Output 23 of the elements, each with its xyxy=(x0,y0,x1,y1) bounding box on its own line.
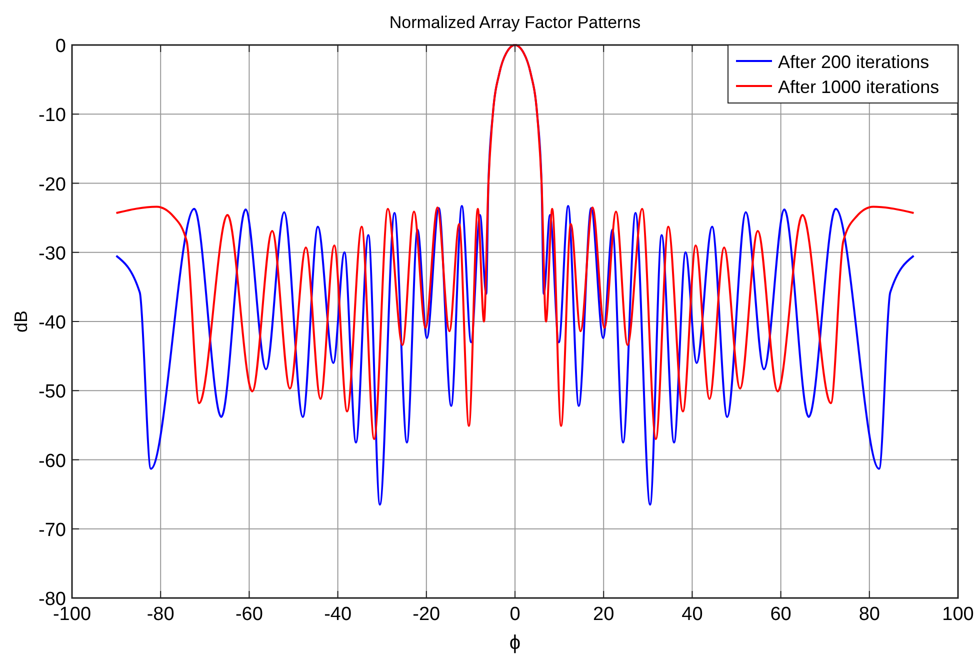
x-tick-label: 80 xyxy=(858,604,880,625)
y-tick-label: -60 xyxy=(38,450,66,472)
x-tick-label: 0 xyxy=(510,604,520,625)
chart-title: Normalized Array Factor Patterns xyxy=(389,13,641,32)
y-tick-label: -40 xyxy=(38,312,66,334)
x-tick-label: 20 xyxy=(593,604,614,625)
y-tick-label: -30 xyxy=(38,243,66,264)
y-axis-title: dB xyxy=(11,310,31,333)
x-tick-label: -40 xyxy=(324,604,352,625)
x-tick-label: 100 xyxy=(942,604,974,625)
y-tick-label: -10 xyxy=(38,105,66,126)
x-tick-label: -80 xyxy=(146,604,174,625)
y-tick-label: -70 xyxy=(38,520,66,541)
y-tick-label: -50 xyxy=(38,382,66,403)
y-tick-label: -20 xyxy=(38,174,66,196)
x-tick-label: -20 xyxy=(412,604,440,625)
y-tick-label: 0 xyxy=(55,36,66,57)
x-axis-title: ϕ xyxy=(509,632,521,654)
legend-label: After 200 iterations xyxy=(778,52,930,72)
legend-label: After 1000 iterations xyxy=(778,77,940,97)
x-tick-label: 40 xyxy=(682,604,703,625)
x-tick-label: -60 xyxy=(235,604,263,625)
x-tick-label: 60 xyxy=(770,604,792,625)
